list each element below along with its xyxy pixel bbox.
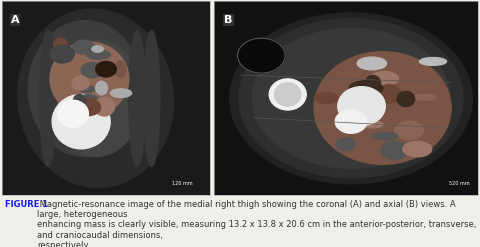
Ellipse shape bbox=[403, 141, 432, 157]
Ellipse shape bbox=[361, 121, 383, 128]
Ellipse shape bbox=[54, 38, 67, 51]
Ellipse shape bbox=[420, 58, 446, 65]
Ellipse shape bbox=[314, 93, 338, 103]
Ellipse shape bbox=[314, 52, 451, 164]
Ellipse shape bbox=[76, 99, 101, 116]
Ellipse shape bbox=[52, 94, 110, 149]
Ellipse shape bbox=[338, 87, 385, 125]
Text: 120 mm: 120 mm bbox=[172, 181, 193, 186]
Ellipse shape bbox=[365, 76, 381, 91]
Ellipse shape bbox=[357, 57, 386, 70]
Ellipse shape bbox=[144, 30, 160, 166]
Circle shape bbox=[238, 38, 285, 73]
Text: Magnetic-resonance image of the medial right thigh showing the coronal (A) and a: Magnetic-resonance image of the medial r… bbox=[37, 200, 477, 247]
Ellipse shape bbox=[28, 21, 142, 157]
Ellipse shape bbox=[50, 45, 74, 63]
Ellipse shape bbox=[337, 123, 354, 132]
Ellipse shape bbox=[77, 95, 99, 109]
Ellipse shape bbox=[395, 121, 423, 140]
Ellipse shape bbox=[73, 40, 94, 54]
Text: A: A bbox=[11, 15, 19, 25]
Ellipse shape bbox=[40, 30, 56, 166]
Ellipse shape bbox=[345, 91, 376, 98]
Ellipse shape bbox=[115, 61, 126, 78]
Ellipse shape bbox=[50, 42, 129, 116]
Ellipse shape bbox=[57, 100, 88, 127]
Ellipse shape bbox=[230, 13, 472, 184]
Ellipse shape bbox=[269, 79, 306, 110]
Ellipse shape bbox=[129, 30, 145, 166]
Ellipse shape bbox=[377, 84, 401, 103]
Ellipse shape bbox=[96, 81, 108, 95]
Ellipse shape bbox=[92, 46, 103, 52]
Ellipse shape bbox=[381, 141, 408, 160]
Ellipse shape bbox=[239, 19, 463, 178]
Ellipse shape bbox=[81, 62, 104, 78]
Ellipse shape bbox=[349, 81, 383, 96]
Ellipse shape bbox=[370, 72, 398, 86]
Text: FIGURE 1: FIGURE 1 bbox=[5, 200, 48, 208]
Text: 520 mm: 520 mm bbox=[449, 181, 470, 186]
Ellipse shape bbox=[72, 76, 89, 90]
Ellipse shape bbox=[275, 83, 301, 106]
Ellipse shape bbox=[110, 89, 132, 97]
Ellipse shape bbox=[73, 94, 85, 109]
Ellipse shape bbox=[49, 40, 142, 157]
Ellipse shape bbox=[96, 62, 116, 77]
Ellipse shape bbox=[94, 97, 115, 116]
Ellipse shape bbox=[358, 112, 378, 122]
Ellipse shape bbox=[18, 9, 173, 187]
Ellipse shape bbox=[397, 91, 415, 106]
Ellipse shape bbox=[252, 28, 450, 168]
Ellipse shape bbox=[80, 86, 95, 93]
Ellipse shape bbox=[414, 94, 436, 100]
Ellipse shape bbox=[338, 109, 367, 132]
Ellipse shape bbox=[336, 138, 355, 151]
Ellipse shape bbox=[372, 132, 398, 140]
Ellipse shape bbox=[87, 50, 110, 59]
Ellipse shape bbox=[335, 110, 367, 133]
Ellipse shape bbox=[346, 113, 381, 121]
Text: B: B bbox=[225, 15, 233, 25]
